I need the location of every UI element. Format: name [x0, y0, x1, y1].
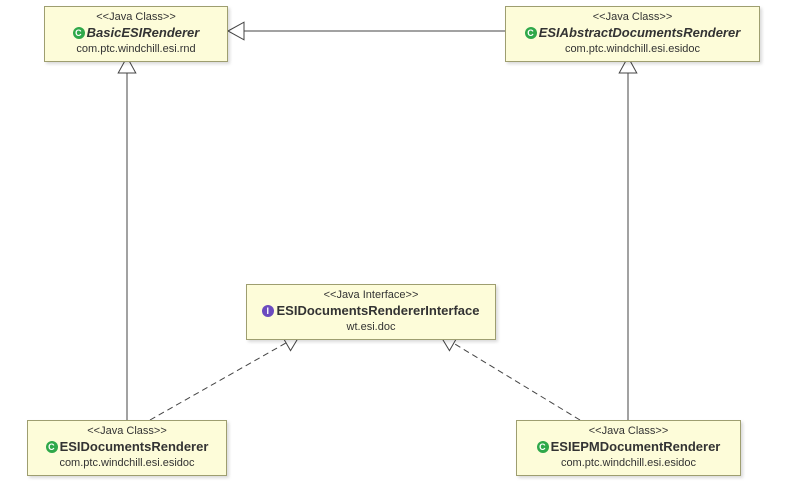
class-name-label: ESIDocumentsRendererInterface — [255, 302, 487, 320]
class-name-text: BasicESIRenderer — [87, 25, 200, 40]
class-name-text: ESIDocumentsRenderer — [60, 439, 209, 454]
stereotype-label: <<Java Class>> — [36, 424, 218, 438]
package-label: com.ptc.windchill.esi.rnd — [53, 42, 219, 56]
class-icon — [73, 27, 85, 39]
class-icon — [537, 441, 549, 453]
class-esi-documents-renderer: <<Java Class>> ESIDocumentsRenderer com.… — [27, 420, 227, 476]
class-icon — [46, 441, 58, 453]
package-label: com.ptc.windchill.esi.esidoc — [514, 42, 751, 56]
class-name-text: ESIAbstractDocumentsRenderer — [539, 25, 741, 40]
class-name-label: ESIEPMDocumentRenderer — [525, 438, 732, 456]
class-esi-epm-document-renderer: <<Java Class>> ESIEPMDocumentRenderer co… — [516, 420, 741, 476]
stereotype-label: <<Java Class>> — [525, 424, 732, 438]
stereotype-label: <<Java Interface>> — [255, 288, 487, 302]
class-name-label: ESIAbstractDocumentsRenderer — [514, 24, 751, 42]
class-name-label: BasicESIRenderer — [53, 24, 219, 42]
class-esi-abstract-documents-renderer: <<Java Class>> ESIAbstractDocumentsRende… — [505, 6, 760, 62]
class-name-label: ESIDocumentsRenderer — [36, 438, 218, 456]
stereotype-label: <<Java Class>> — [53, 10, 219, 24]
interface-icon — [262, 305, 274, 317]
package-label: com.ptc.windchill.esi.esidoc — [36, 456, 218, 470]
stereotype-label: <<Java Class>> — [514, 10, 751, 24]
class-name-text: ESIEPMDocumentRenderer — [551, 439, 721, 454]
interface-esi-documents-renderer-interface: <<Java Interface>> ESIDocumentsRendererI… — [246, 284, 496, 340]
class-basic-esi-renderer: <<Java Class>> BasicESIRenderer com.ptc.… — [44, 6, 228, 62]
class-icon — [525, 27, 537, 39]
package-label: com.ptc.windchill.esi.esidoc — [525, 456, 732, 470]
class-name-text: ESIDocumentsRendererInterface — [276, 303, 479, 318]
package-label: wt.esi.doc — [255, 320, 487, 334]
